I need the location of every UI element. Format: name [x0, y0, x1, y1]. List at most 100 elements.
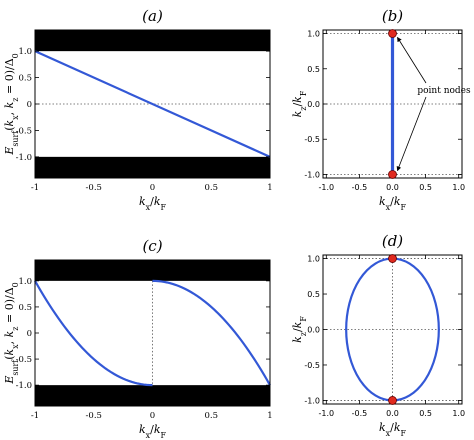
panel-1-ylabel-part: x — [11, 115, 20, 120]
panel-1-ytick-label: -0.5 — [16, 126, 32, 136]
panel-1-ylabel-part: 0 — [11, 53, 20, 58]
panel-2-ylabel-part: k — [291, 96, 304, 103]
panel-1-xlabel-part: k — [139, 195, 146, 208]
panel-4-title: (d) — [382, 232, 403, 250]
panel-4-ytick-label: 1.0 — [307, 255, 320, 264]
panel-3-title: (c) — [142, 237, 162, 255]
panel-1-ylabel-part: k — [3, 119, 16, 126]
panel-3-xtick-label: 0 — [150, 411, 155, 421]
panel-2-xlabel-part: k — [394, 195, 401, 208]
panel-2-ylabel: kz/kF — [291, 90, 308, 117]
panel-4-ytick-label: 0.0 — [307, 326, 320, 335]
panel-4-xlabel-part: k — [394, 421, 401, 434]
panel-3-gap-band-1 — [35, 260, 270, 281]
panel-3-xtick-label: 1 — [267, 411, 272, 421]
panel-3-ylabel-part: x — [11, 344, 20, 349]
panel-3-gap-band-2 — [35, 385, 270, 406]
panel-4-xtick-label: -1.0 — [319, 409, 335, 418]
panel-1-xtick-label: -1 — [31, 183, 39, 193]
panel-3-xlabel-part: k — [139, 423, 146, 436]
panel-2-xtick-label: -1.0 — [319, 183, 335, 192]
panel-3-curve-1 — [34, 280, 153, 387]
panel-4-xtick-label: 1.0 — [452, 409, 465, 418]
panel-4-xtick-label: 0.5 — [419, 409, 432, 418]
panel-1-xlabel-part: k — [154, 195, 161, 208]
panel-4-xlabel-part: / — [390, 421, 394, 434]
panel-4-xtick-label: -0.5 — [352, 409, 368, 418]
panel-1-ylabel-part: = 0)/Δ — [3, 58, 16, 97]
panel-4-xtick-label: 0.0 — [386, 409, 399, 418]
panel-3-ylabel-part: E — [3, 376, 16, 385]
panel-2-ylabel-part: F — [299, 90, 308, 96]
panel-1-curve-1 — [34, 50, 271, 158]
panel-1-xtick-label: 0 — [150, 183, 155, 193]
point-nodes-annotation: point nodes — [417, 86, 471, 96]
panel-3-xlabel-part: k — [154, 423, 161, 436]
panel-1-ylabel-part: , — [3, 108, 16, 115]
panel-1-xlabel-part: / — [150, 195, 154, 208]
panel-4-point-node-1 — [388, 254, 397, 263]
panel-2-ylabel-part: / — [291, 103, 304, 107]
panel-2-xlabel-part: k — [379, 195, 386, 208]
panel-4-xlabel-part: F — [401, 429, 407, 438]
panel-2-ytick-label: -0.5 — [304, 135, 320, 144]
panel-4-ylabel-part: k — [291, 321, 304, 328]
panel-4-ylabel-part: / — [291, 328, 304, 332]
panel-1-gap-band-2 — [35, 156, 270, 178]
panel-1-xtick-label: 0.5 — [204, 183, 218, 193]
panel-1-ytick-label: 0.5 — [18, 74, 32, 84]
panel-2-xlabel: kx/kF — [379, 195, 407, 212]
panel-2-ytick-label: -1.0 — [304, 170, 320, 179]
panel-2-xlabel-part: / — [390, 195, 394, 208]
panel-1-gap-band-1 — [35, 30, 270, 52]
panel-2-ylabel-part: k — [291, 110, 304, 117]
panel-1-ylabel-part: surf — [11, 130, 20, 147]
panel-4-ytick-label: 0.5 — [307, 290, 320, 299]
panel-1-ylabel: Esurf(kx, kz = 0)/Δ0 — [3, 53, 20, 155]
panel-3-ylabel-part: k — [3, 348, 16, 355]
panel-3-ylabel: Esurf(kx, kz = 0)/Δ0 — [3, 282, 20, 384]
panel-4-ylabel-part: z — [299, 332, 308, 336]
panel-4-point-node-2 — [388, 396, 397, 405]
panel-3-ylabel-part: surf — [11, 359, 20, 376]
panel-4-ylabel-part: k — [291, 336, 304, 343]
annotation-arrow-top — [397, 36, 427, 84]
panel-4-xlabel: kx/kF — [379, 421, 407, 438]
panel-1-ytick-label: -1.0 — [16, 153, 32, 163]
panel-3-xtick-label: -1 — [31, 411, 39, 421]
panel-3-ylabel-part: k — [3, 330, 16, 337]
panel-3-xtick-label: -0.5 — [86, 411, 102, 421]
panel-1-xtick-label: -0.5 — [86, 183, 102, 193]
panel-2-ylabel-part: z — [299, 107, 308, 111]
panel-1-xlabel: kx/kF — [139, 195, 167, 212]
panel-1-ytick-label: 1.0 — [18, 47, 32, 57]
panel-3-xlabel: kx/kF — [139, 423, 167, 440]
panel-2-xlabel-part: F — [401, 203, 407, 212]
panel-2-xtick-label: 0.0 — [386, 183, 399, 192]
panel-3-ytick-label: -1.0 — [16, 381, 32, 391]
panel-2-xtick-label: 0.5 — [419, 183, 432, 192]
panel-1-xtick-label: 1 — [267, 183, 272, 193]
panel-1-xlabel-part: F — [161, 203, 167, 212]
panel-3-ylabel-part: , — [3, 337, 16, 344]
panel-3-ylabel-part: z — [11, 327, 20, 331]
panel-3-ylabel-part: ( — [3, 355, 16, 359]
panel-3-ytick-label: 0.5 — [18, 303, 32, 313]
panel-1-ylabel-part: ( — [3, 126, 16, 130]
panel-2-ytick-label: 0.0 — [307, 100, 320, 109]
panel-4-ylabel-part: F — [299, 316, 308, 322]
panel-4-xlabel-part: x — [386, 429, 391, 438]
panel-3-ylabel-part: 0 — [11, 282, 20, 287]
panel-4-xlabel-part: k — [379, 421, 386, 434]
panel-3-ytick-label: -0.5 — [16, 355, 32, 365]
panel-3-xtick-label: 0.5 — [204, 411, 218, 421]
panel-4-ytick-label: -1.0 — [304, 396, 320, 405]
panel-2-xtick-label: 1.0 — [452, 183, 465, 192]
panel-2-point-node-1 — [388, 29, 397, 38]
panel-3-curve-2 — [152, 279, 271, 386]
panel-1-xlabel-part: x — [146, 203, 151, 212]
panel-1-ytick-label: 0 — [27, 100, 32, 110]
panel-1-title: (a) — [142, 7, 163, 25]
panel-1-ylabel-part: z — [11, 98, 20, 102]
panel-3-xlabel-part: x — [146, 431, 151, 440]
